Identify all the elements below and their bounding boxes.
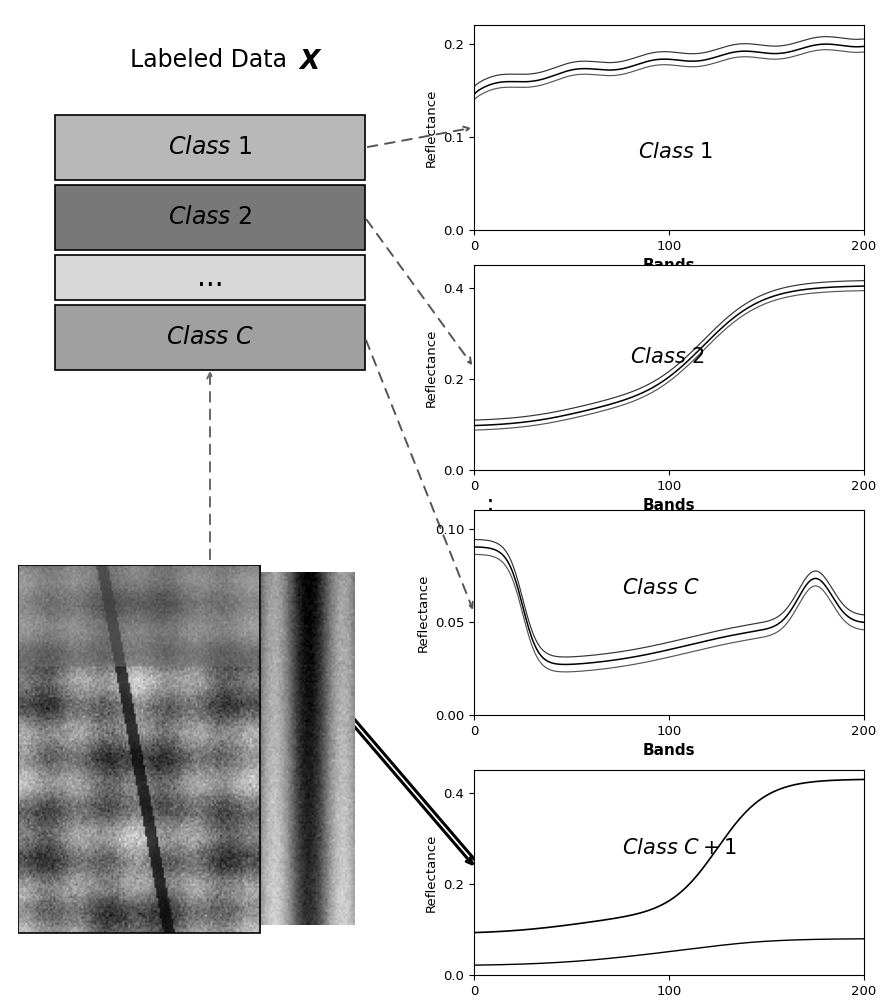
X-axis label: Bands: Bands: [642, 258, 696, 273]
X-axis label: Bands: Bands: [642, 498, 696, 513]
Y-axis label: Reflectance: Reflectance: [424, 88, 438, 167]
Text: Labeled Data: Labeled Data: [130, 48, 302, 72]
Y-axis label: Reflectance: Reflectance: [424, 833, 438, 912]
Text: $\mathbf{\mathit{Class\ C}}$: $\mathbf{\mathit{Class\ C}}$: [622, 578, 700, 598]
Bar: [55, 305, 365, 370]
Text: ...: ...: [197, 263, 223, 292]
Y-axis label: Reflectance: Reflectance: [424, 328, 438, 407]
Y-axis label: Reflectance: Reflectance: [416, 573, 430, 652]
X-axis label: Bands: Bands: [642, 743, 696, 758]
Text: $\mathbf{\mathit{Class\ C+1}}$: $\mathbf{\mathit{Class\ C+1}}$: [622, 838, 737, 858]
Text: $\mathbf{\mathit{Class\ 1}}$: $\mathbf{\mathit{Class\ 1}}$: [167, 135, 253, 159]
Text: ⋮: ⋮: [478, 498, 502, 522]
Bar: [55, 185, 365, 250]
Text: $\mathbf{\mathit{Class\ 1}}$: $\mathbf{\mathit{Class\ 1}}$: [638, 142, 713, 162]
Text: $\mathbf{\mathit{Class\ C}}$: $\mathbf{\mathit{Class\ C}}$: [166, 326, 254, 350]
Bar: [55, 255, 365, 300]
Text: $\mathbf{\mathit{Class\ 2}}$: $\mathbf{\mathit{Class\ 2}}$: [167, 206, 253, 230]
Bar: [55, 115, 365, 180]
Text: $\mathbf{\mathit{Class\ 2}}$: $\mathbf{\mathit{Class\ 2}}$: [630, 347, 704, 367]
Text: $\boldsymbol{X}$: $\boldsymbol{X}$: [298, 49, 323, 75]
